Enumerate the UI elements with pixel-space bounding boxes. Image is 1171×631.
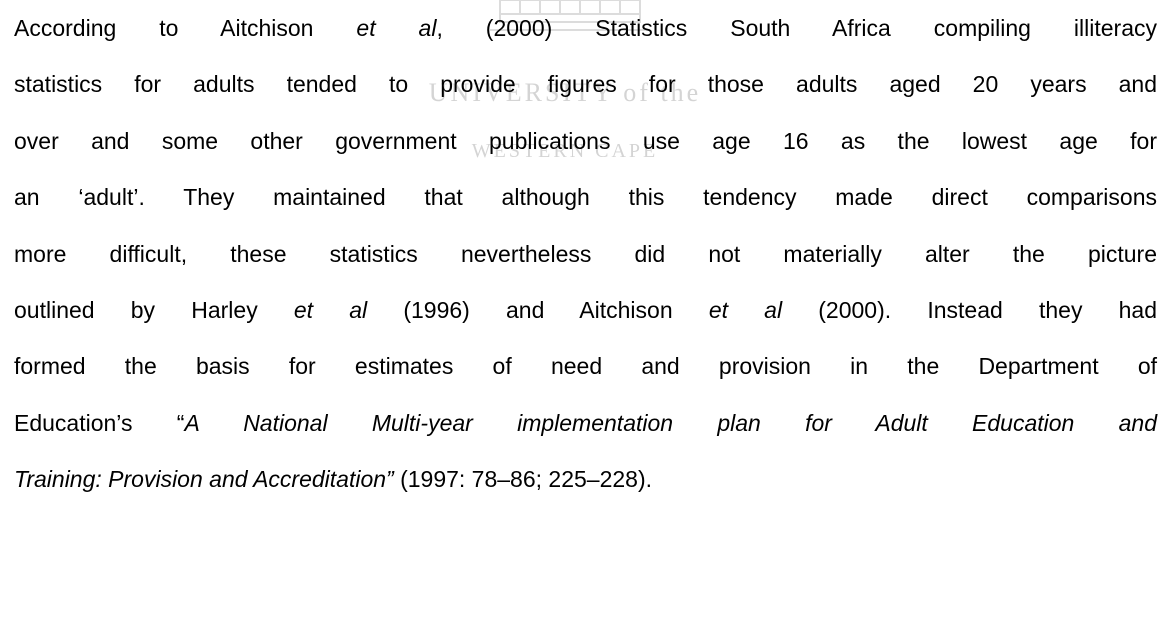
text: Education’s “ [14, 409, 185, 436]
text-line: more difficult, these statistics neverth… [14, 226, 1157, 282]
watermark-line: UNIVERSITY of the [429, 78, 701, 107]
text: more difficult, these statistics neverth… [14, 240, 1157, 267]
text: (1996) and Aitchison [367, 296, 709, 323]
italic-text: et al [708, 296, 783, 323]
text: outlined by Harley [14, 296, 294, 323]
italic-text: A National Multi-year implementation pla… [184, 409, 1158, 436]
text-line: According to Aitchison et al, (2000) Sta… [14, 0, 1157, 56]
text: statistics for adults tended to provide … [14, 71, 1157, 98]
watermark-line: WESTERN CAPE [472, 140, 659, 162]
text: over and some other government publicati… [14, 127, 1157, 154]
italic-text: et al [293, 296, 368, 323]
text: an ‘adult’. They maintained that althoug… [14, 184, 1157, 211]
text-line: statistics for adults tended to provide … [14, 56, 1157, 112]
text-line: Training: Provision and Accreditation” (… [14, 451, 1157, 507]
text: (2000). Instead they had [782, 296, 1157, 323]
text: (1997: 78–86; 225–228). [393, 466, 653, 493]
italic-text: Training: Provision and Accreditation” [14, 466, 394, 493]
text: , (2000) Statistics South Africa compili… [436, 15, 1157, 41]
text-line: outlined by Harley et al (1996) and Aitc… [14, 282, 1157, 338]
watermark-building [490, 0, 650, 31]
text-line: Education’s “A National Multi-year imple… [14, 395, 1157, 451]
paragraph: According to Aitchison et al, (2000) Sta… [14, 0, 1157, 508]
text: According to Aitchison [14, 15, 357, 41]
text-line: an ‘adult’. They maintained that althoug… [14, 169, 1157, 225]
text: formed the basis for estimates of need a… [14, 353, 1157, 380]
text-line: formed the basis for estimates of need a… [14, 338, 1157, 394]
italic-text: et al [356, 15, 437, 41]
text-line: over and some other government publicati… [14, 113, 1157, 169]
